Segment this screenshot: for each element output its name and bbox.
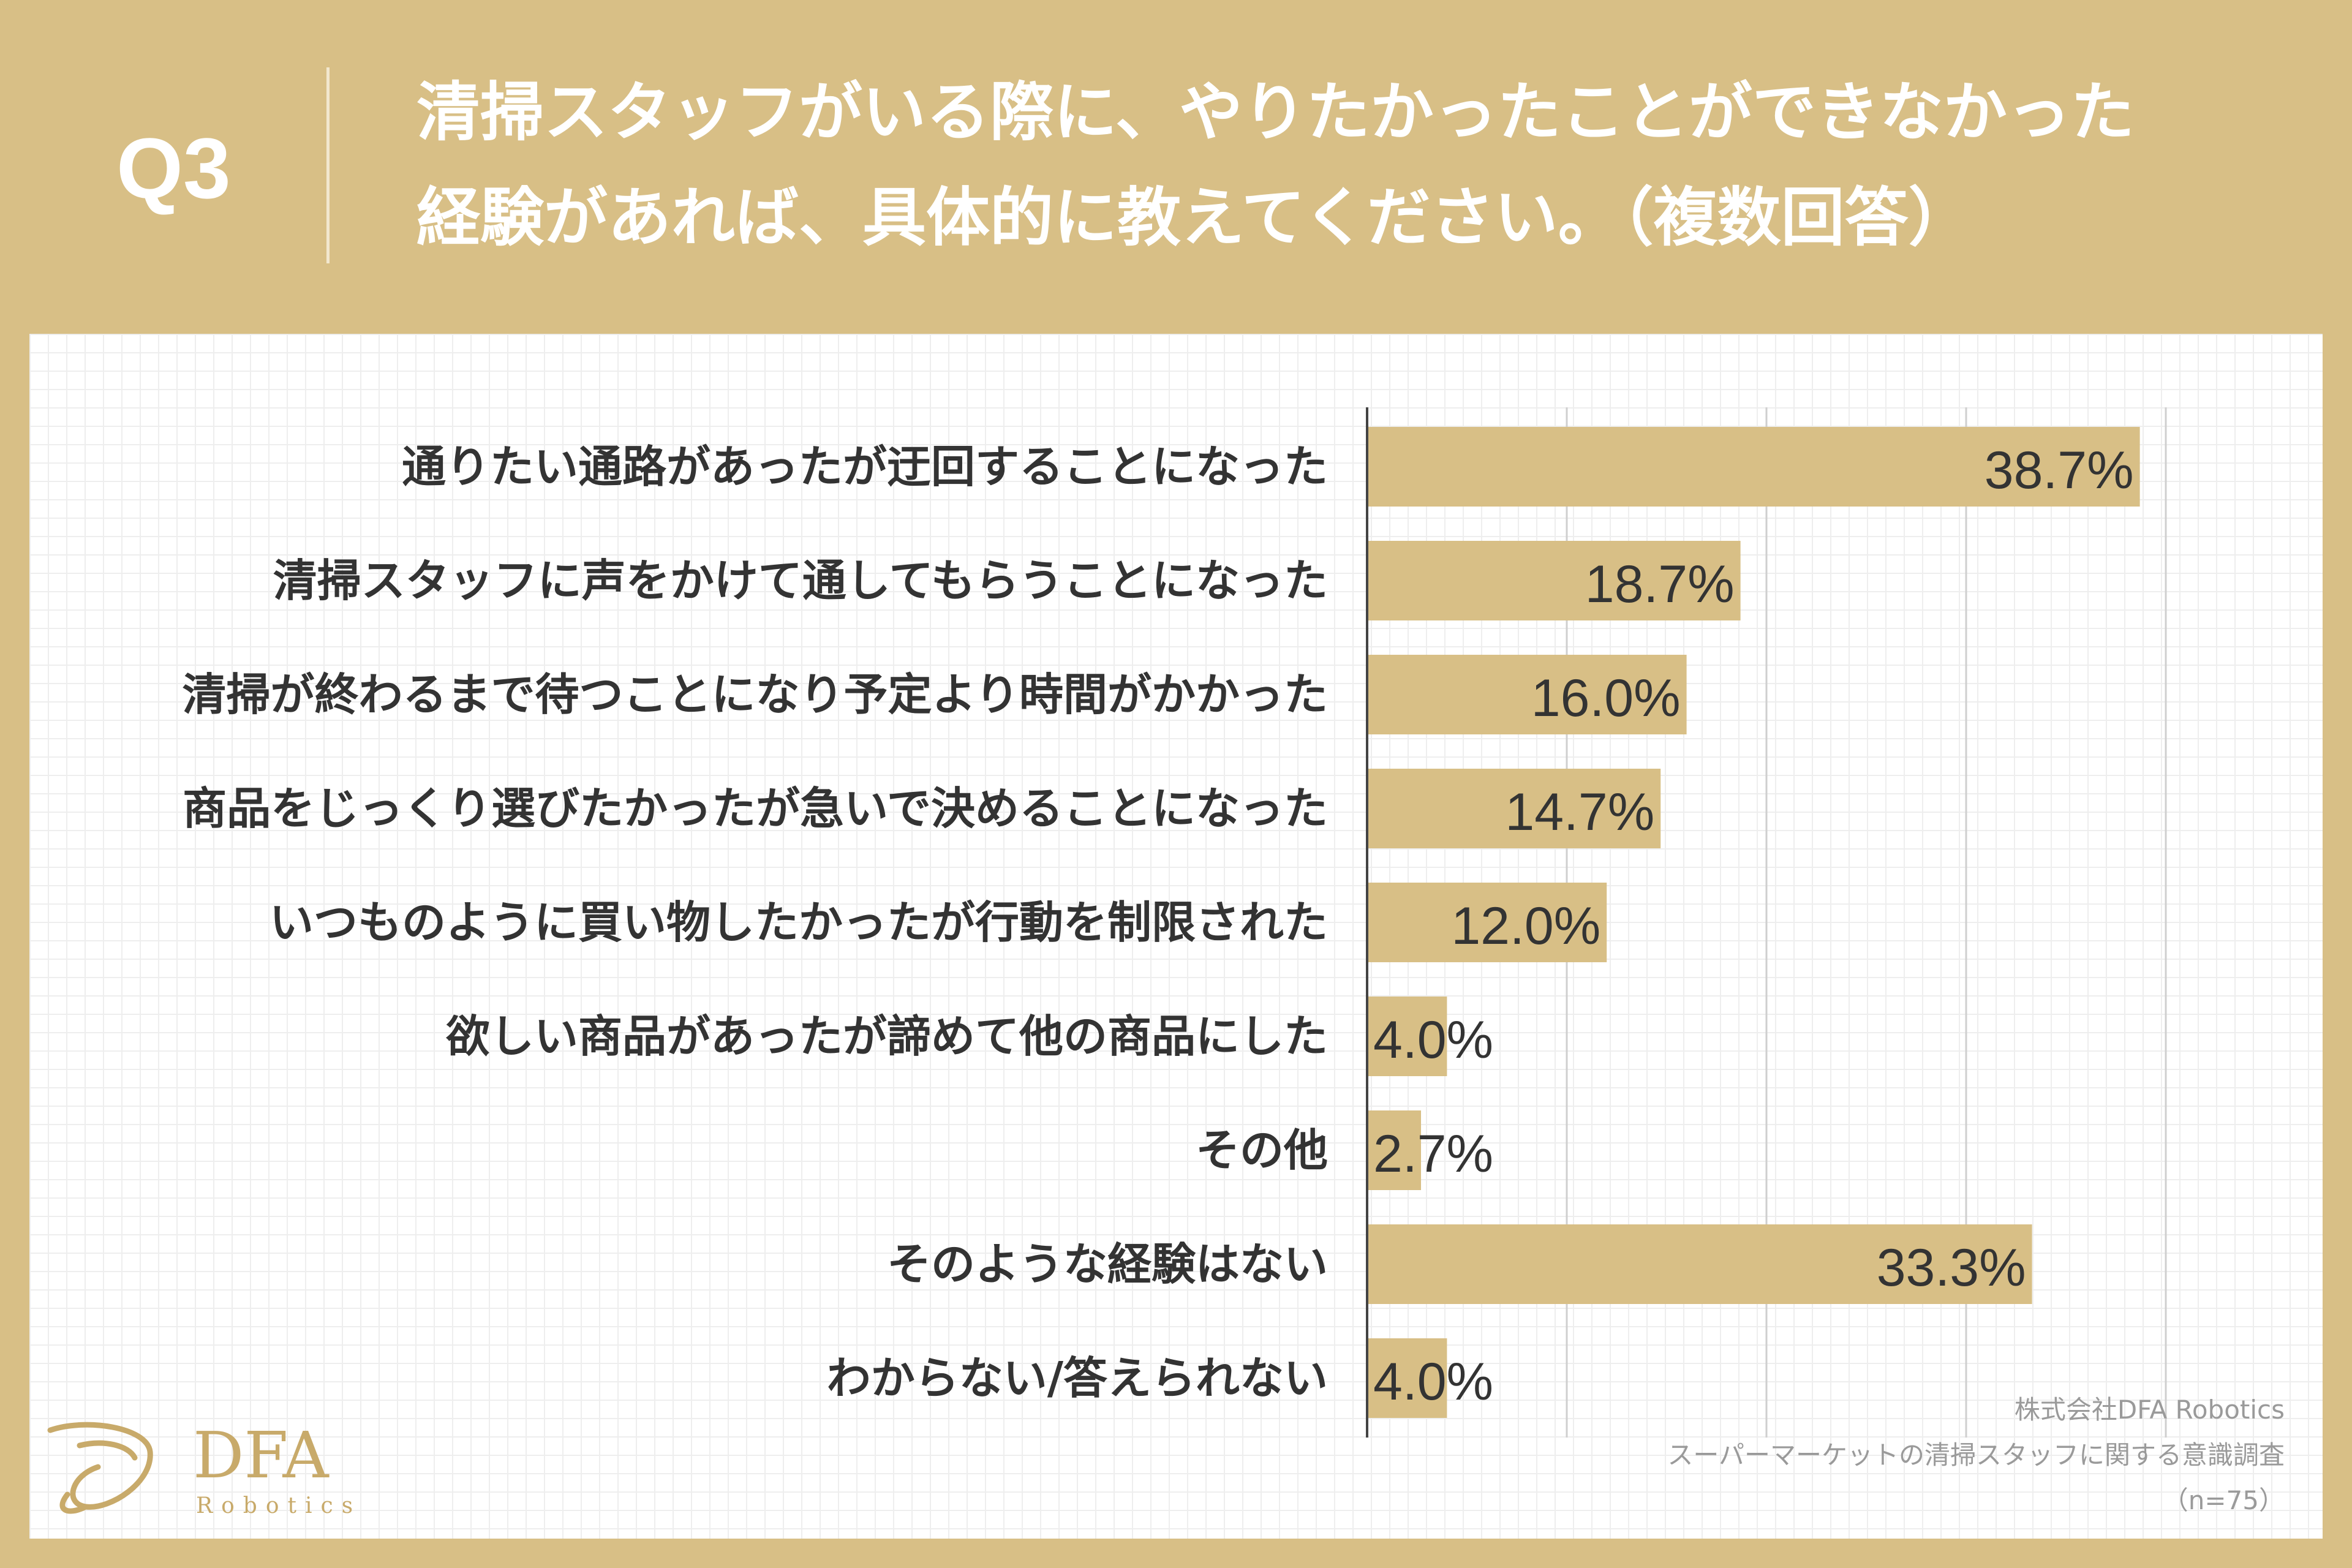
dfa-robotics-logo: DFA Robotics — [47, 1418, 361, 1518]
category-label: 清掃が終わるまで待つことになり予定より時間がかかった — [182, 669, 1328, 720]
question-title-line-2: 経験があれば、具体的に教えてください。（複数回答） — [417, 180, 1972, 255]
value-label: 14.7% — [1505, 783, 1654, 842]
source-company: 株式会社DFA Robotics — [2014, 1395, 2285, 1425]
category-label: その他 — [1196, 1125, 1328, 1176]
logo-name: DFA — [193, 1418, 330, 1493]
chart-panel: 通りたい通路があったが迂回することになった 38.7% 清掃スタッフに声をかけて通し… — [29, 334, 2323, 1539]
bar — [1367, 1110, 1422, 1190]
category-label: わからない/答えられない — [827, 1352, 1328, 1404]
value-label: 33.3% — [1877, 1238, 2026, 1297]
bar-chart: 通りたい通路があったが迂回することになった 38.7% 清掃スタッフに声をかけて通し… — [182, 407, 2167, 1438]
header-divider — [326, 67, 330, 263]
question-title-line-1: 清掃スタッフがいる際に、やりたかったことができなかった — [417, 75, 2135, 149]
source-note: 株式会社DFA Robotics スーパーマーケットの清掃スタッフに関する意識調… — [1427, 1387, 2285, 1523]
bar — [1367, 769, 1661, 848]
logo-mark — [47, 1422, 153, 1514]
category-label: 通りたい通路があったが迂回することになった — [402, 441, 1328, 492]
question-label: Q3 — [116, 120, 231, 216]
category-label: いつものように買い物したかったが行動を制限された — [270, 897, 1328, 948]
value-label: 12.0% — [1451, 897, 1600, 956]
bar — [1367, 655, 1687, 734]
category-label: そのような経験はない — [887, 1238, 1328, 1290]
bar — [1367, 1224, 2032, 1304]
category-label: 欲しい商品があったが諦めて他の商品にした — [445, 1011, 1328, 1062]
bar — [1367, 883, 1607, 962]
bar — [1367, 997, 1447, 1076]
source-sample: （n=75） — [2162, 1485, 2285, 1515]
header: Q3 清掃スタッフがいる際に、やりたかったことができなかった 経験があれば、具体… — [0, 0, 2352, 334]
bar — [1367, 427, 2140, 507]
value-label: 38.7% — [1985, 441, 2134, 500]
value-label: 16.0% — [1531, 669, 1681, 728]
value-label: 4.0% — [1373, 1352, 1493, 1411]
value-label: 4.0% — [1373, 1011, 1493, 1069]
logo-sub: Robotics — [196, 1493, 361, 1518]
value-label: 18.7% — [1585, 555, 1735, 614]
bar — [1367, 1338, 1447, 1418]
category-label: 商品をじっくり選びたかったが急いで決めることになった — [183, 783, 1328, 834]
bar — [1367, 541, 1741, 620]
category-label: 清掃スタッフに声をかけて通してもらうことになった — [273, 555, 1328, 606]
source-survey: スーパーマーケットの清掃スタッフに関する意識調査 — [1667, 1440, 2285, 1470]
value-label: 2.7% — [1373, 1125, 1493, 1183]
